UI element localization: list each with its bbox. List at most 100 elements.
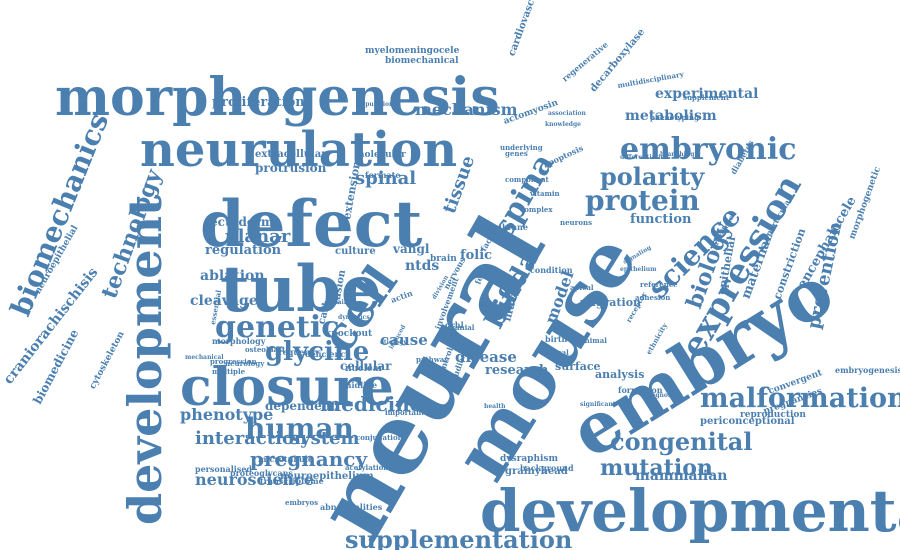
word-frequency: frequency <box>275 347 320 357</box>
word-congenital: congenital <box>610 427 753 456</box>
word-proteoglycans: proteoglycans <box>230 468 293 478</box>
word-surface: surface <box>555 360 601 373</box>
word-apical: apical <box>570 283 594 292</box>
word-multiple: multiple <box>212 367 246 376</box>
word-molecular: molecular <box>355 150 406 160</box>
word-vitamin: vitamin <box>530 189 560 198</box>
word-neurology: neurology <box>225 359 265 368</box>
word-grhl: grhl <box>445 320 464 330</box>
word-supplement: supplement <box>683 93 730 102</box>
word-membrane: membrane <box>480 222 528 232</box>
word-spinal: spinal <box>355 168 417 189</box>
word-analysis: analysis <box>595 368 645 381</box>
word-personalised: personalised <box>195 464 253 474</box>
word-reproduction: reproduction <box>740 410 806 420</box>
word-health: health <box>484 403 506 410</box>
word-cellular: cellular <box>340 359 392 373</box>
word-clinical: clinical <box>540 348 569 357</box>
word-knockout: knockout <box>325 329 373 339</box>
word-periconceptional: periconceptional <box>700 416 795 427</box>
word-background: background <box>520 463 574 473</box>
word-culture: culture <box>335 246 376 257</box>
word-cranial: cranial <box>447 323 475 332</box>
word-migration: migration <box>580 296 642 309</box>
word-metabolism: metabolism <box>625 108 717 124</box>
word-closure: closure <box>180 357 394 418</box>
word-phenotyping: phenotyping <box>650 113 700 122</box>
word-pathway: pathway <box>416 355 449 364</box>
word-etiology: etiology <box>380 339 407 346</box>
word-disease: disease <box>455 348 517 366</box>
word-supplementation: supplementation <box>345 525 573 550</box>
word-component: component <box>505 175 549 184</box>
word-phenotype: phenotype <box>180 405 274 424</box>
word-mechanical: mechanical <box>185 354 224 361</box>
word-neurons: neurons <box>560 218 593 227</box>
word-planar: planar <box>225 226 291 247</box>
word-transcriptome: transcriptome <box>260 476 324 486</box>
word-human: human <box>245 412 354 445</box>
word-significant: significant <box>580 401 616 408</box>
word-condition: condition <box>530 265 573 275</box>
word-developmental: developmental <box>480 477 900 545</box>
word-animal: animal <box>580 336 607 345</box>
word-epithelium: epithelium <box>620 266 657 273</box>
word-malformation: malformation <box>700 383 900 414</box>
word-function: function <box>630 212 692 227</box>
word-regulation: regulation <box>205 243 282 258</box>
word-formation: formation <box>618 385 663 395</box>
word-defect: defect <box>200 187 423 262</box>
word-dysraphism: dysraphism <box>500 454 559 464</box>
word-progression: progression <box>210 357 257 366</box>
word-proliferation: proliferation <box>212 95 305 110</box>
word-extracellular: extracellular <box>255 149 327 160</box>
word-embryos: embryos <box>285 498 319 507</box>
word-glycine: glycine <box>265 337 370 367</box>
word-neuroscience: neuroscience <box>195 470 315 489</box>
word-cleavage: cleavage <box>190 293 258 309</box>
word-system: system <box>290 428 360 449</box>
word-ablation: ablation <box>200 268 265 284</box>
word-underlying: underlying <box>500 143 543 152</box>
word-cardiovascular: cardiovascular <box>506 0 545 58</box>
word-dynamics: dynamics <box>338 314 370 321</box>
word-failure: failure <box>335 299 358 306</box>
word-dependent: dependent <box>265 399 337 413</box>
word-knowledge: knowledge <box>545 121 581 128</box>
word-myelomeningocele: myelomeningocele <box>365 46 460 56</box>
word-morphology: morphology <box>212 336 266 346</box>
word-morphogenesis: morphogenesis <box>55 67 500 128</box>
word-nuclear: nuclear <box>345 364 384 374</box>
word-biomechanical: biomechanical <box>385 56 459 66</box>
word-interaction: interaction <box>195 428 308 449</box>
word-deficiency: deficiency <box>305 349 350 359</box>
word-conjugation: conjugation <box>356 433 403 442</box>
word-formate: formate <box>365 170 401 180</box>
word-microtubule: microtubule <box>258 454 313 464</box>
word-acetylation: acetylation <box>345 463 389 472</box>
word-complex: complex <box>520 205 553 214</box>
word-brain: brain <box>430 254 457 264</box>
word-midline: midline <box>343 380 378 390</box>
word-cause: cause <box>380 331 428 349</box>
word-neuroepithelium: neuroepithelium <box>280 471 374 482</box>
word-apoptosis: apoptosis <box>541 142 585 170</box>
word-diagnosis: diagnosis <box>645 392 677 399</box>
word-osteoblast: osteoblast <box>245 345 286 354</box>
word-protrusion: protrusion <box>255 161 327 175</box>
word-protein: protein <box>585 184 700 217</box>
word-association: association <box>548 110 586 117</box>
word-genes: genes <box>505 149 528 158</box>
word-tube: tube <box>220 252 382 327</box>
word-ectoderm: ectoderm <box>210 215 274 229</box>
word-embryogenesis: embryogenesis <box>835 365 900 375</box>
word-polarity: polarity <box>600 162 705 191</box>
word-important: important <box>385 408 425 417</box>
word-mutation: mutation <box>600 455 713 481</box>
word-medicine: medicine <box>320 392 423 416</box>
word-folic: folic <box>460 248 493 263</box>
word-differentiation: differentiation <box>620 154 669 161</box>
word-abnormalities: abnormalities <box>320 502 383 512</box>
word-birth: birth <box>545 334 568 344</box>
